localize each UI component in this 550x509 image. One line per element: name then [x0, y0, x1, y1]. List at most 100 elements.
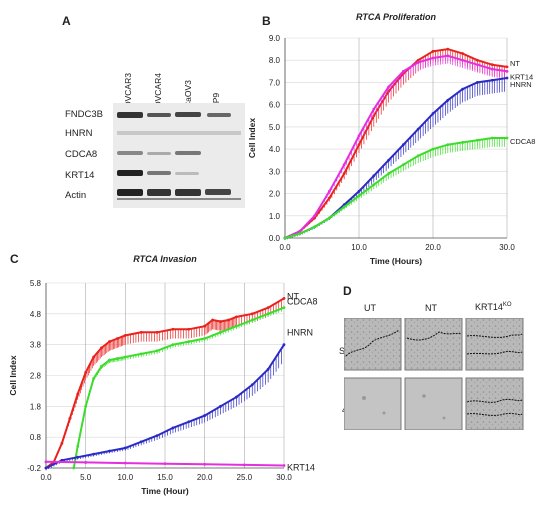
prolif-ylabel: Cell Index	[247, 118, 257, 158]
invasion-series-nt-point	[282, 297, 286, 300]
invasion-series-nt-point	[92, 355, 95, 359]
invasion-ytick-label: 0.8	[30, 433, 42, 442]
prolif-xtick-label: 30.0	[499, 243, 515, 252]
invasion-series-hnrn-point	[203, 414, 207, 417]
invasion-series-krt14-point	[44, 460, 48, 464]
prolif-series-hnrn-point	[372, 174, 376, 178]
prolif-ytick-label: 6.0	[269, 101, 281, 110]
invasion-series-cdca8-point	[100, 364, 103, 368]
prolif-series-krt14-point	[328, 189, 331, 193]
invasion-series-nt-label: NT	[287, 291, 299, 301]
invasion-series-hnrn-point	[123, 446, 127, 450]
prolif-series-hnrn-point	[446, 98, 450, 102]
invasion-series-nt-point	[266, 306, 270, 310]
prolif-series-krt14-point	[490, 67, 494, 71]
prolif-series-hnrn-point	[402, 143, 405, 147]
invasion-xtick-label: 10.0	[118, 473, 134, 482]
prolif-series-cdca8-point	[328, 216, 331, 220]
invasion-series-krt14-point	[84, 461, 88, 464]
prolif-series-cdca8-point	[402, 163, 405, 167]
invasion-series-cdca8-point	[171, 343, 175, 347]
invasion-series-cdca8-point	[84, 404, 88, 408]
prolif-series-nt-point	[461, 52, 464, 55]
invasion-series-nt-point	[250, 312, 254, 316]
invasion-xtick-label: 20.0	[197, 473, 213, 482]
prolif-series-nt-point	[357, 143, 361, 147]
scratch-col-krt14ko: KRT14KO	[475, 302, 512, 312]
prolif-ytick-label: 9.0	[269, 34, 281, 43]
invasion-ytick-label: 1.8	[30, 402, 42, 411]
invasion-series-nt-point	[211, 318, 215, 322]
prolif-series-krt14-point	[476, 63, 479, 67]
invasion-xtick-label: 30.0	[276, 473, 292, 482]
prolif-series-cdca8-point	[387, 172, 390, 175]
prolif-series-krt14-point	[357, 134, 361, 138]
invasion-series-krt14-point	[242, 463, 246, 467]
prolif-series-krt14-point	[446, 54, 450, 58]
scratch-assay-images	[344, 318, 524, 430]
prolif-series-krt14-point	[372, 107, 376, 111]
prolif-ytick-label: 1.0	[269, 212, 281, 221]
invasion-series-cdca8-point	[235, 324, 238, 328]
prolif-series-hnrn-point	[357, 189, 361, 193]
prolif-series-krt14-point	[342, 163, 346, 167]
blot-row-cdca8: CDCA8	[65, 149, 98, 160]
prolif-series-hnrn-point	[490, 78, 494, 82]
invasion-series-hnrn-point	[139, 440, 143, 444]
invasion-series-nt-point	[219, 320, 222, 323]
invasion-series-cdca8-point	[282, 306, 286, 310]
invasion-series-hnrn-point	[187, 420, 191, 424]
invasion-series-nt-point	[68, 417, 72, 421]
invasion-series-krt14-point	[282, 464, 286, 467]
invasion-series-cdca8-point	[92, 377, 95, 380]
invasion-series-nt-point	[139, 330, 143, 334]
invasion-title: RTCA Invasion	[133, 254, 197, 264]
invasion-series-krt14-label: KRT14	[287, 463, 315, 473]
invasion-series-nt-point	[60, 441, 64, 445]
invasion-series-cdca8-label: CDCA8	[287, 297, 318, 307]
prolif-series-nt-point	[476, 58, 479, 62]
prolif-series-krt14-point	[313, 214, 316, 218]
prolif-ytick-label: 4.0	[269, 145, 281, 154]
panel-d-letter: D	[343, 284, 352, 298]
prolif-series-cdca8-point	[490, 136, 494, 140]
prolif-series-krt14-point	[416, 61, 420, 64]
invasion-series-hnrn-label: HNRN	[287, 328, 313, 338]
panel-b-letter: B	[262, 14, 271, 28]
invasion-series-hnrn-point	[92, 452, 95, 456]
invasion-series-nt-point	[171, 327, 175, 331]
prolif-series-hnrn-point	[476, 81, 479, 84]
invasion-series-nt-point	[123, 334, 127, 337]
invasion-series-cdca8-point	[203, 337, 207, 340]
invasion-series-hnrn-line	[45, 344, 285, 469]
prolif-series-hnrn-point	[416, 127, 420, 131]
invasion-series-cdca8-point	[219, 330, 222, 334]
invasion-series-krt14-point	[203, 462, 207, 466]
invasion-series-nt-point	[187, 327, 191, 331]
invasion-xtick-label: 5.0	[80, 473, 92, 482]
invasion-series-nt-point	[84, 371, 88, 374]
invasion-xtick-label: 25.0	[237, 473, 253, 482]
invasion-series-nt-point	[235, 315, 238, 319]
prolif-series-hnrn-point	[387, 158, 390, 162]
prolif-series-krt14-point	[298, 229, 302, 233]
prolif-ytick-label: 5.0	[269, 123, 281, 132]
invasion-series-cdca8-point	[76, 445, 80, 448]
prolif-series-hnrn-point	[431, 112, 435, 115]
prolif-series-cdca8-point	[446, 143, 450, 147]
invasion-series-cdca8-point	[123, 355, 127, 359]
blot-row-hnrn: HNRN	[65, 128, 93, 139]
invasion-series-hnrn-point	[44, 466, 48, 470]
invasion-ytick-label: 4.8	[30, 310, 42, 319]
invasion-series-cdca8-point	[72, 466, 76, 470]
invasion-series-hnrn-point	[171, 426, 175, 430]
prolif-series-cdca8-point	[313, 225, 316, 229]
blot-row-krt14: KRT14	[65, 170, 95, 181]
panel-c-letter: C	[10, 252, 19, 266]
invasion-ytick-label: 3.8	[30, 341, 42, 350]
prolif-series-nt-point	[446, 47, 450, 51]
invasion-series-nt-point	[203, 324, 207, 328]
prolif-series-hnrn-point	[461, 87, 464, 91]
scratch-col-ut: UT	[364, 303, 376, 313]
